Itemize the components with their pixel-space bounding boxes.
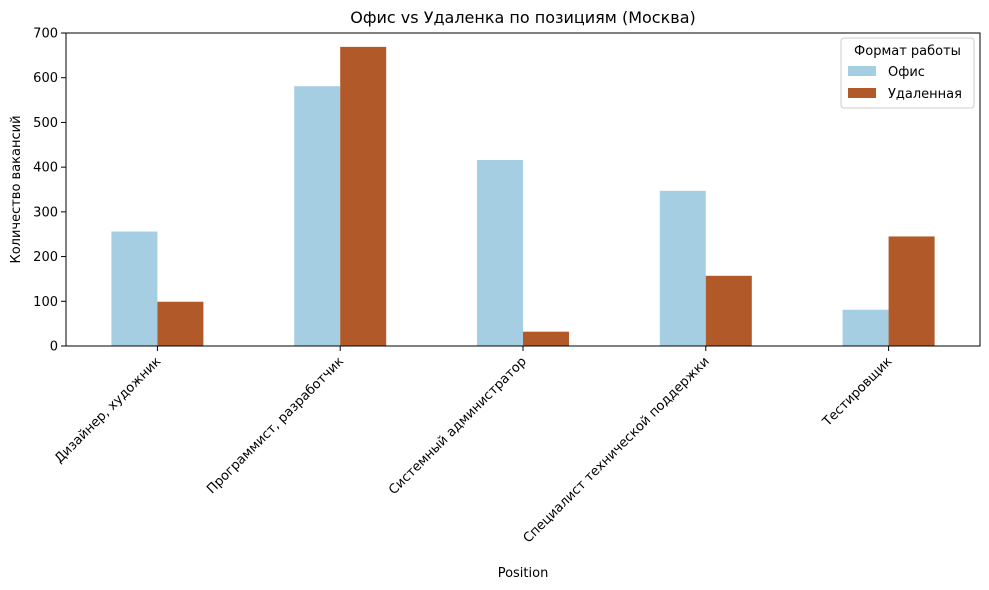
bar-office [294, 86, 341, 347]
y-axis: 0 100 200 300 400 500 600 700 [33, 27, 66, 355]
y-tick-label: 100 [33, 295, 58, 310]
legend-swatch-office [848, 66, 876, 76]
bar-remote [340, 46, 387, 347]
x-tick-label: Системный администратор [386, 354, 530, 498]
y-tick-label: 300 [33, 205, 58, 220]
x-tick-label: Дизайнер, художник [52, 354, 164, 466]
bar-office [477, 159, 523, 346]
bar-office [842, 309, 889, 346]
y-axis-label: Количество вакансий [9, 115, 24, 263]
legend-title: Формат работы [854, 44, 961, 59]
bar-remote [157, 301, 204, 346]
y-tick-label: 600 [33, 71, 58, 86]
x-tick-label: Тестировщик [819, 354, 895, 430]
bar-remote [523, 331, 569, 346]
y-tick-label: 200 [33, 250, 58, 265]
bar-remote [705, 275, 752, 346]
bar-office [111, 231, 158, 346]
legend-label-remote: Удаленная [888, 87, 962, 102]
y-tick-label: 400 [33, 161, 58, 176]
plot-frame [65, 32, 981, 347]
x-tick-label: Специалист технической поддержки [521, 354, 713, 546]
y-tick-label: 500 [33, 116, 58, 131]
bar-remote [888, 236, 935, 346]
legend: Формат работы Офис Удаленная [840, 37, 975, 109]
legend-label-office: Офис [888, 65, 925, 80]
x-axis-label: Position [498, 566, 549, 581]
legend-swatch-remote [848, 88, 876, 98]
y-tick-label: 0 [50, 340, 58, 355]
y-tick-label: 700 [33, 27, 58, 42]
x-tick-label: Программист, разработчик [204, 354, 347, 497]
bars-group [111, 46, 935, 347]
x-axis: Дизайнер, художник Программист, разработч… [52, 346, 896, 546]
chart-title: Офис vs Удаленка по позициям (Москва) [350, 8, 695, 27]
bar-office [659, 190, 706, 346]
